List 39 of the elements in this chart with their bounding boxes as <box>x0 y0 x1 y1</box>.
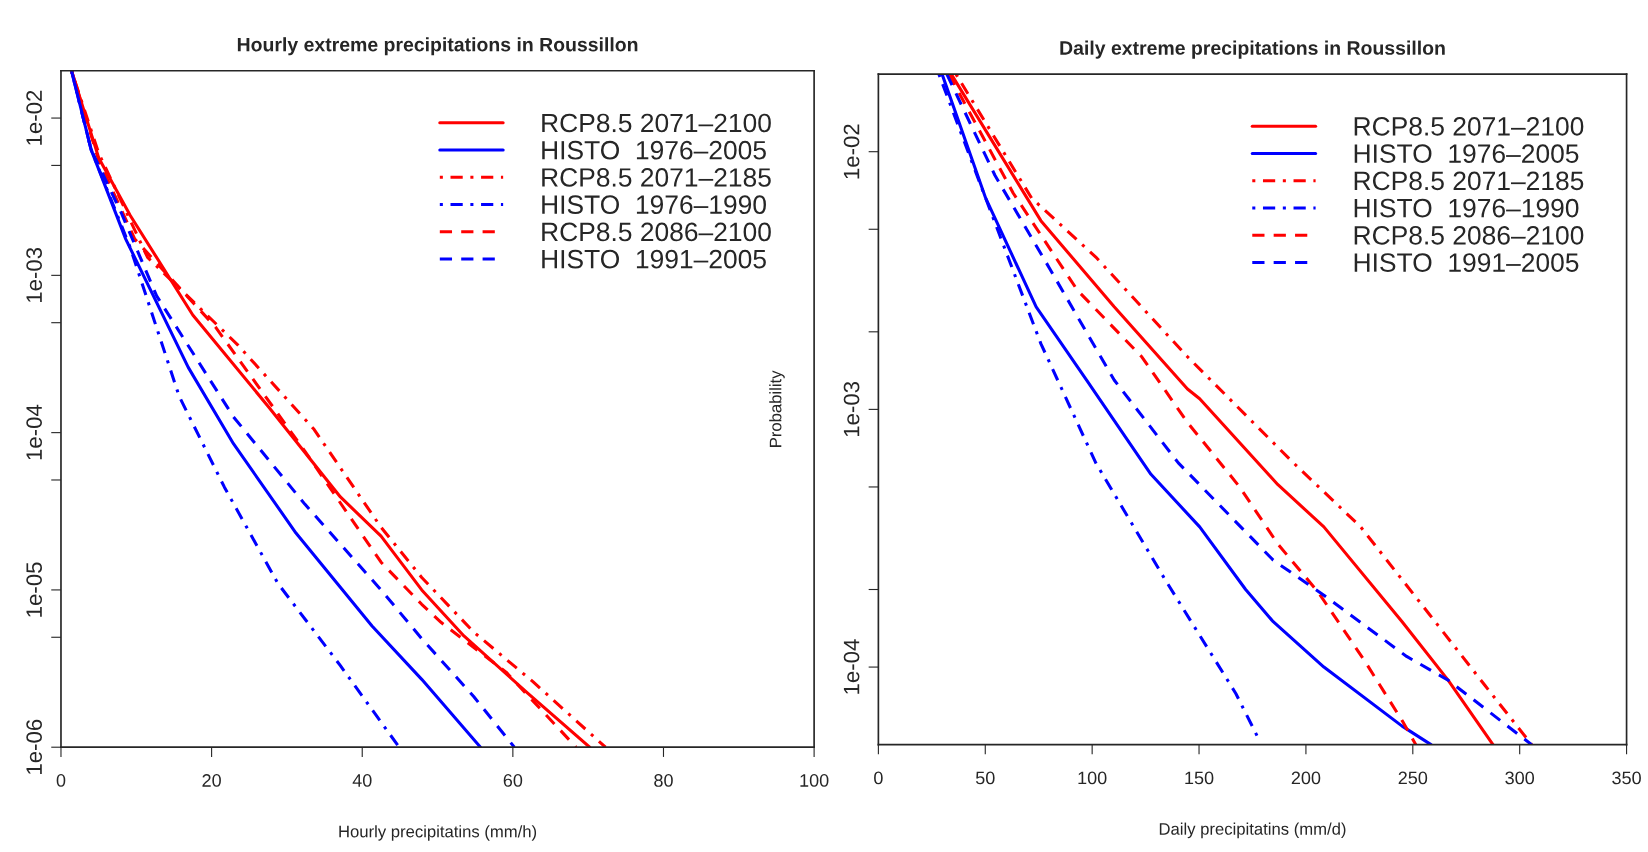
x-tick-label: 80 <box>654 774 673 787</box>
legend-label: RCP8.5 2086–2100 <box>1354 226 1584 245</box>
x-tick-label: 200 <box>1291 771 1321 785</box>
y-tick-label: 1e-06 <box>26 719 42 774</box>
legend-label: RCP8.5 2071–2185 <box>542 168 771 187</box>
y-tick-label: 1e-05 <box>26 562 42 617</box>
legend-label: HISTO 1976–1990 <box>1354 198 1579 218</box>
x-tick-label: 250 <box>1398 771 1428 785</box>
legend-label: HISTO 1976–2005 <box>542 140 766 160</box>
y-tick-label: 1e-03 <box>26 247 42 303</box>
x-axis-title: Daily precipitatins (mm/d) <box>1159 822 1346 839</box>
chart-title: Hourly extreme precipitations in Roussillon <box>237 37 638 56</box>
y-tick-label: 1e-04 <box>843 639 860 694</box>
x-tick-label: 350 <box>1612 771 1641 785</box>
x-tick-label: 60 <box>503 774 523 787</box>
x-tick-label: 0 <box>56 774 66 787</box>
y-tick-label: 1e-02 <box>26 90 42 145</box>
x-tick-label: 150 <box>1185 771 1214 785</box>
legend-label: RCP8.5 2086–2100 <box>542 222 771 242</box>
legend-label: RCP8.5 2071–2100 <box>542 113 771 133</box>
y-axis-title: Probability <box>769 370 785 447</box>
legend-label: HISTO 1991–2005 <box>542 249 766 269</box>
x-tick-label: 40 <box>352 774 372 787</box>
legend-label: HISTO 1976–1990 <box>542 195 766 215</box>
legend-label: HISTO 1976–2005 <box>1354 144 1579 163</box>
y-tick-label: 1e-02 <box>843 124 860 179</box>
x-tick-label: 100 <box>800 774 829 787</box>
legend-label: HISTO 1991–2005 <box>1354 253 1579 272</box>
legend-label: RCP8.5 2071–2185 <box>1354 171 1584 191</box>
x-axis-title: Hourly precipitatins (mm/h) <box>339 825 537 841</box>
x-tick-label: 300 <box>1505 771 1535 785</box>
x-tick-label: 50 <box>975 771 995 785</box>
x-tick-label: 100 <box>1078 771 1107 785</box>
chart-title: Daily extreme precipitations in Roussillon <box>1060 40 1445 59</box>
y-tick-label: 1e-04 <box>26 404 42 460</box>
y-tick-label: 1e-03 <box>843 381 860 437</box>
legend-label: RCP8.5 2071–2100 <box>1354 117 1584 136</box>
x-tick-label: 20 <box>202 774 221 787</box>
x-tick-label: 0 <box>874 771 883 785</box>
